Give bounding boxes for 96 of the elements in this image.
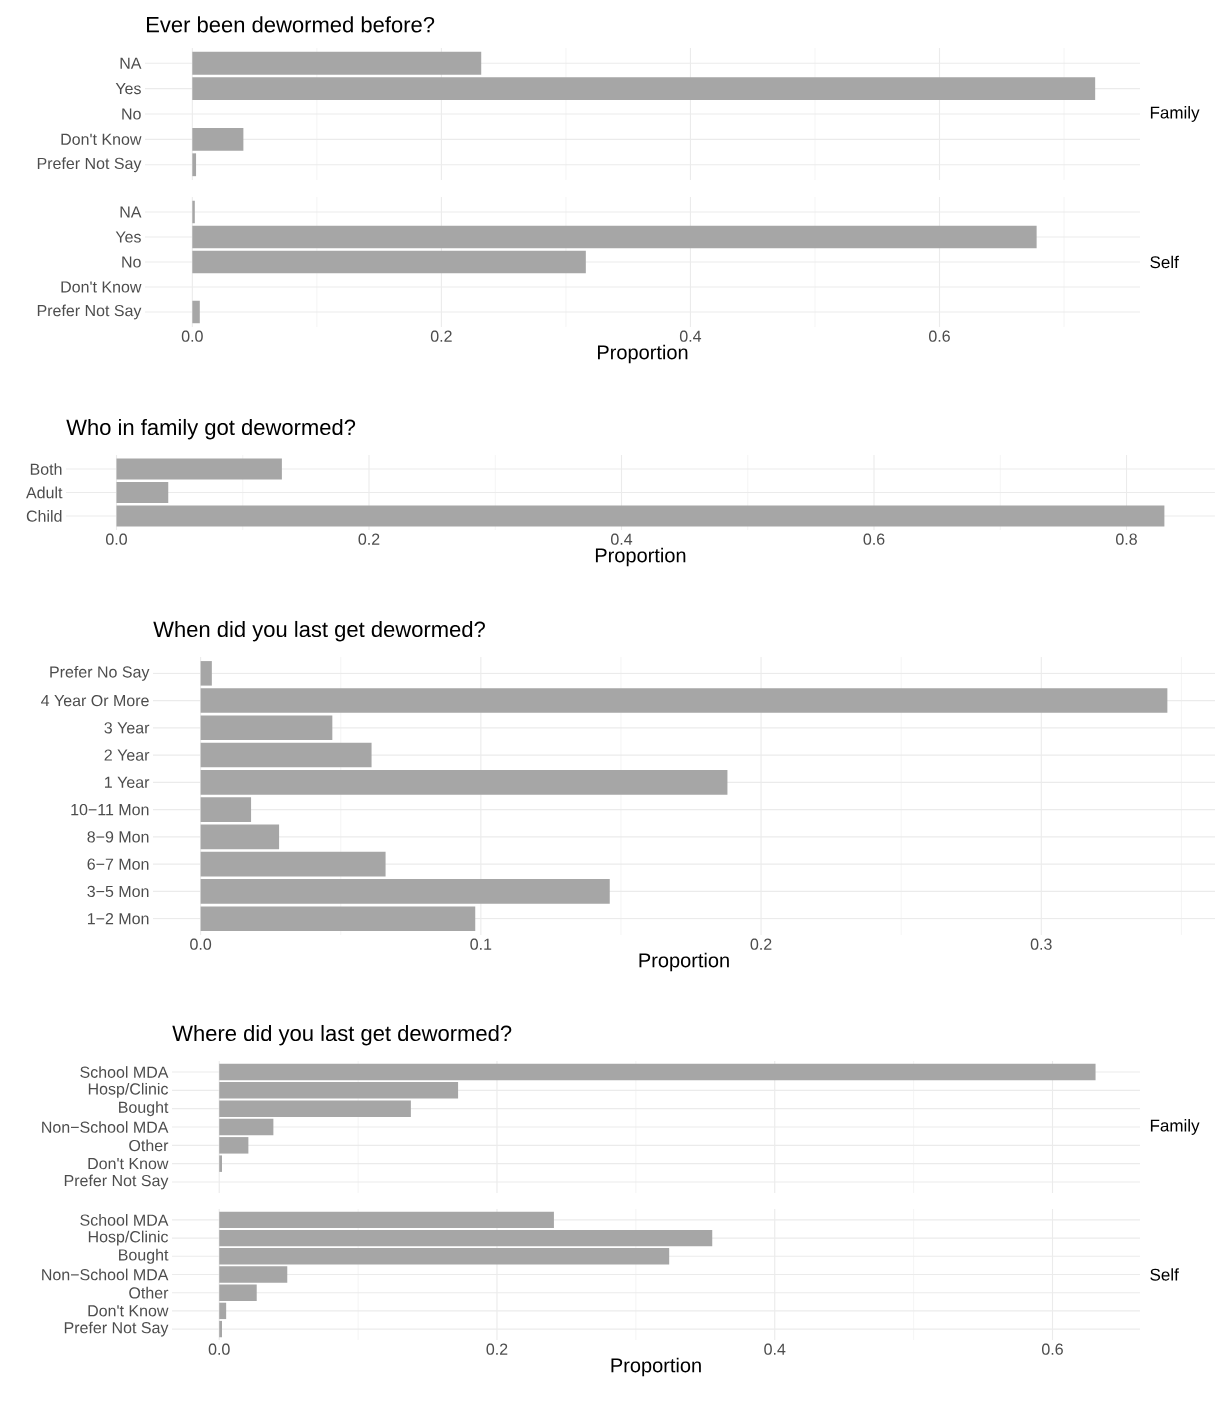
bar bbox=[192, 51, 482, 75]
bar bbox=[192, 77, 1096, 101]
chart-title: Who in family got dewormed? bbox=[66, 418, 356, 440]
y-tick-label: Prefer No Say bbox=[50, 665, 150, 681]
chart-title: Where did you last get dewormed? bbox=[172, 1024, 512, 1046]
x-tick-label: 0.6 bbox=[929, 330, 950, 342]
y-tick-label: No bbox=[122, 256, 141, 268]
x-axis-title: Proportion bbox=[611, 1357, 701, 1377]
y-tick-label: Child bbox=[26, 510, 62, 522]
y-tick-label: Don't Know bbox=[88, 1158, 169, 1170]
y-tick-label: 2 Year bbox=[104, 749, 150, 761]
x-tick-label: 0.6 bbox=[863, 533, 885, 545]
x-tick-label: 0.4 bbox=[611, 533, 633, 545]
y-tick-label: Adult bbox=[26, 486, 63, 499]
bar bbox=[219, 1266, 288, 1283]
bar bbox=[200, 797, 252, 822]
x-tick-label: 0.8 bbox=[1116, 533, 1137, 545]
bar bbox=[192, 250, 586, 274]
x-tick-label: 0.3 bbox=[1030, 938, 1052, 950]
y-tick-label: Prefer Not Say bbox=[37, 157, 142, 173]
y-tick-label: School MDA bbox=[80, 1214, 169, 1226]
y-tick-label: School MDA bbox=[80, 1066, 169, 1078]
y-tick-label: Yes bbox=[115, 83, 141, 95]
x-tick-label: 0.2 bbox=[486, 1343, 508, 1355]
y-tick-label: Bought bbox=[119, 1248, 169, 1264]
x-axis-title: Proportion bbox=[595, 547, 686, 567]
y-tick-label: Don't Know bbox=[61, 281, 142, 293]
bar bbox=[219, 1118, 274, 1136]
y-tick-label: 1−2 Mon bbox=[87, 912, 149, 925]
bar bbox=[219, 1302, 227, 1320]
x-tick-label: 0.2 bbox=[430, 330, 452, 342]
text: Self bbox=[1150, 255, 1179, 269]
chart-title: When did you last get dewormed? bbox=[153, 620, 485, 642]
bar bbox=[200, 688, 1168, 713]
bar bbox=[200, 770, 728, 795]
y-tick-label: Bought bbox=[119, 1101, 169, 1117]
x-axis-title: Proportion bbox=[639, 952, 729, 972]
bar bbox=[200, 851, 386, 877]
x-tick-label: 0.0 bbox=[106, 533, 127, 545]
y-tick-label: Both bbox=[30, 463, 62, 475]
bar bbox=[219, 1063, 1096, 1081]
x-axis-title: Proportion bbox=[598, 344, 688, 364]
bar bbox=[219, 1229, 713, 1247]
y-tick-label: Other bbox=[129, 1139, 169, 1152]
x-tick-label: 0.4 bbox=[679, 330, 702, 342]
chart-title: Ever been dewormed before? bbox=[147, 16, 435, 33]
y-tick-label: Don't Know bbox=[61, 133, 142, 145]
y-tick-label: Prefer Not Say bbox=[64, 1174, 169, 1190]
bar bbox=[219, 1320, 222, 1338]
x-tick-label: 0.2 bbox=[358, 533, 380, 545]
x-tick-label: 0.0 bbox=[208, 1343, 230, 1355]
text: Self bbox=[1150, 1268, 1179, 1281]
bar bbox=[200, 715, 333, 741]
y-tick-label: Hosp/Clinic bbox=[88, 1230, 169, 1246]
y-tick-label: Prefer Not Say bbox=[37, 304, 142, 320]
y-tick-label: 4 Year Or More bbox=[41, 694, 149, 707]
y-tick-label: 1 Year bbox=[105, 776, 150, 788]
text: Family bbox=[1150, 106, 1200, 122]
bar bbox=[200, 742, 372, 768]
text: Family bbox=[1150, 1119, 1200, 1135]
bar bbox=[219, 1211, 554, 1229]
y-tick-label: NA bbox=[120, 57, 142, 69]
y-tick-label: 3 Year bbox=[104, 722, 150, 734]
x-tick-label: 0.6 bbox=[1042, 1343, 1063, 1355]
y-tick-label: Yes bbox=[115, 231, 141, 243]
bar bbox=[192, 153, 197, 177]
bar bbox=[219, 1248, 670, 1265]
y-tick-label: Other bbox=[129, 1286, 169, 1299]
y-tick-label: NA bbox=[120, 206, 142, 218]
bar bbox=[192, 200, 195, 224]
bar bbox=[192, 225, 1037, 249]
bar bbox=[192, 127, 244, 151]
bar bbox=[200, 661, 212, 686]
y-tick-label: Don't Know bbox=[88, 1305, 169, 1317]
y-tick-label: Non−School MDA bbox=[42, 1121, 169, 1133]
bar bbox=[200, 879, 610, 904]
y-tick-label: 3−5 Mon bbox=[87, 885, 149, 898]
x-tick-label: 0.0 bbox=[190, 938, 212, 950]
y-tick-label: 8−9 Mon bbox=[87, 831, 149, 843]
y-tick-label: Non−School MDA bbox=[42, 1268, 169, 1281]
bar bbox=[192, 300, 200, 324]
y-tick-label: Prefer Not Say bbox=[64, 1321, 169, 1337]
bar bbox=[116, 505, 1165, 527]
x-tick-label: 0.1 bbox=[470, 938, 492, 950]
bar bbox=[116, 481, 169, 504]
bar bbox=[116, 458, 282, 480]
y-tick-label: 6−7 Mon bbox=[87, 858, 149, 870]
y-tick-label: 10−11 Mon bbox=[71, 803, 149, 816]
y-tick-label: Hosp/Clinic bbox=[88, 1082, 169, 1098]
x-tick-label: 0.2 bbox=[750, 938, 772, 950]
x-tick-label: 0.0 bbox=[181, 330, 203, 342]
bar bbox=[200, 824, 280, 850]
bar bbox=[200, 906, 476, 931]
bar bbox=[219, 1284, 257, 1301]
x-tick-label: 0.4 bbox=[764, 1343, 786, 1355]
y-tick-label: No bbox=[122, 108, 141, 120]
